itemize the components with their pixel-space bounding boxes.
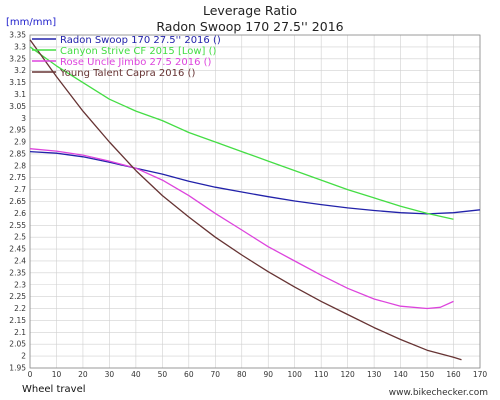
x-tick-label: 40 bbox=[131, 370, 141, 379]
y-tick-label: 3.1 bbox=[14, 90, 26, 99]
y-tick-label: 2.35 bbox=[9, 268, 26, 277]
x-tick-label: 130 bbox=[367, 370, 382, 379]
x-tick-label: 170 bbox=[473, 370, 488, 379]
x-tick-label: 160 bbox=[446, 370, 461, 379]
legend-entry-3: Rose Uncle Jimbo 27.5 2016 () bbox=[60, 57, 212, 68]
x-tick-label: 110 bbox=[314, 370, 329, 379]
y-tick-label: 3.15 bbox=[9, 78, 26, 87]
y-tick-label: 2.1 bbox=[14, 328, 26, 337]
y-axis-unit-label: [mm/mm] bbox=[6, 17, 56, 28]
x-tick-label: 70 bbox=[211, 370, 221, 379]
plot-border bbox=[29, 34, 481, 369]
y-tick-label: 2.4 bbox=[14, 256, 26, 265]
x-tick-label: 150 bbox=[420, 370, 435, 379]
y-tick-label: 2.55 bbox=[9, 221, 26, 230]
x-tick-label: 140 bbox=[393, 370, 408, 379]
y-tick-label: 3.25 bbox=[9, 54, 26, 63]
y-tick-label: 3.05 bbox=[9, 102, 26, 111]
x-tick-label: 100 bbox=[288, 370, 303, 379]
x-tick-label: 50 bbox=[158, 370, 168, 379]
y-tick-label: 2.85 bbox=[9, 149, 26, 158]
y-tick-label: 2.5 bbox=[14, 233, 26, 242]
x-tick-label: 90 bbox=[263, 370, 273, 379]
y-tick-label: 2.15 bbox=[9, 316, 26, 325]
y-tick-label: 2.3 bbox=[14, 280, 26, 289]
series-layer bbox=[29, 39, 481, 361]
grid-layer bbox=[29, 34, 481, 369]
y-tick-label: 2.9 bbox=[14, 138, 26, 147]
series-line-2 bbox=[29, 46, 454, 220]
x-tick-label: 80 bbox=[237, 370, 247, 379]
y-tick-label: 2.7 bbox=[14, 185, 26, 194]
y-tick-label: 2.65 bbox=[9, 197, 26, 206]
y-tick-label: 3.3 bbox=[14, 42, 26, 51]
y-tick-label: 3.35 bbox=[9, 31, 26, 40]
x-tick-label: 0 bbox=[28, 370, 33, 379]
x-tick-label: 10 bbox=[52, 370, 62, 379]
y-tick-label: 2.2 bbox=[14, 304, 26, 313]
x-tick-label: 30 bbox=[105, 370, 115, 379]
series-line-3 bbox=[29, 148, 454, 310]
x-tick-label: 120 bbox=[340, 370, 355, 379]
legend-entry-1: Radon Swoop 170 27.5'' 2016 () bbox=[60, 35, 221, 46]
y-tick-label: 2.25 bbox=[9, 292, 26, 301]
legend-entry-2: Canyon Strive CF 2015 [Low] () bbox=[60, 46, 217, 57]
y-tick-label: 3.2 bbox=[14, 66, 26, 75]
y-tick-label: 2.8 bbox=[14, 161, 26, 170]
legend-entry-4: Young Talent Capra 2016 () bbox=[59, 68, 195, 79]
x-axis-label: Wheel travel bbox=[22, 384, 86, 395]
y-tick-label: 2.05 bbox=[9, 340, 26, 349]
y-tick-label: 2.6 bbox=[14, 209, 26, 218]
series-line-1 bbox=[29, 150, 481, 215]
y-tick-label: 2 bbox=[21, 352, 26, 361]
y-tick-label: 2.95 bbox=[9, 126, 26, 135]
chart-subtitle: Radon Swoop 170 27.5'' 2016 bbox=[156, 19, 343, 34]
legend-layer: Radon Swoop 170 27.5'' 2016 ()Canyon Str… bbox=[32, 35, 221, 79]
y-tick-label: 1.95 bbox=[9, 364, 26, 373]
x-tick-label: 60 bbox=[184, 370, 194, 379]
y-tick-label: 2.75 bbox=[9, 173, 26, 182]
y-tick-label: 2.45 bbox=[9, 245, 26, 254]
chart-title: Leverage Ratio bbox=[203, 3, 297, 18]
axis-layer: 0 10 20 30 40 50 60 70 80 90 100 110 120 130 140 150 160… bbox=[9, 31, 487, 380]
series-line-4 bbox=[29, 39, 462, 361]
x-tick-label: 20 bbox=[78, 370, 88, 379]
credit-text: www.bikechecker.com bbox=[389, 388, 488, 398]
y-tick-label: 3 bbox=[21, 114, 26, 123]
